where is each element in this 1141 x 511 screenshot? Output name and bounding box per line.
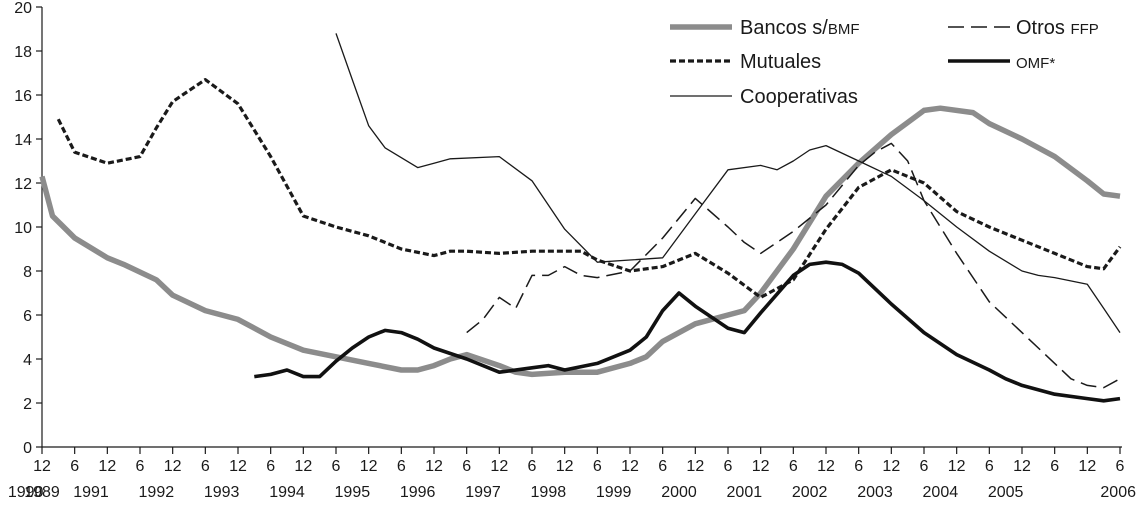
- x-tick-label: 6: [397, 458, 406, 475]
- x-tick-label: 6: [136, 458, 145, 475]
- x-year-label: 1990: [8, 484, 44, 501]
- x-tick-label: 12: [752, 458, 770, 475]
- x-tick-label: 12: [1078, 458, 1096, 475]
- series-line-otros-ffp: [466, 142, 1121, 389]
- legend-label-mutuales-part: Mutuales: [740, 51, 821, 73]
- x-tick-label: 12: [686, 458, 704, 475]
- x-tick-label: 6: [724, 458, 733, 475]
- x-tick-label: 6: [462, 458, 471, 475]
- x-tick-label: 12: [294, 458, 312, 475]
- x-year-label: 2002: [792, 484, 828, 501]
- x-year-label: 1995: [335, 484, 371, 501]
- x-tick-label: 12: [425, 458, 443, 475]
- x-tick-label: 6: [1050, 458, 1059, 475]
- y-tick-label: 6: [23, 308, 32, 325]
- x-tick-label: 6: [1116, 458, 1125, 475]
- legend-label-bancos: Bancos s/BMF: [740, 17, 860, 39]
- legend-label-omf: OMF*: [1016, 55, 1055, 72]
- x-tick-label: 12: [948, 458, 966, 475]
- legend-label-omf-part: OMF*: [1016, 55, 1055, 72]
- x-year-label: 1993: [204, 484, 240, 501]
- x-tick-label: 6: [985, 458, 994, 475]
- y-tick-label: 16: [14, 88, 32, 105]
- x-tick-label: 12: [621, 458, 639, 475]
- series-layer: [39, 33, 1122, 403]
- legend-label-cooperativas: Cooperativas: [740, 86, 858, 108]
- legend-label-otros-part: Otros: [1016, 17, 1070, 39]
- legend-label-bancos-part: Bancos s/: [740, 17, 828, 39]
- y-tick-label: 12: [14, 176, 32, 193]
- x-year-label: 2003: [857, 484, 893, 501]
- x-tick-label: 12: [490, 458, 508, 475]
- x-tick-label: 12: [1013, 458, 1031, 475]
- series-line-omf: [254, 260, 1121, 403]
- y-tick-label: 4: [23, 352, 32, 369]
- x-tick-label: 6: [528, 458, 537, 475]
- x-tick-label: 12: [360, 458, 378, 475]
- series-line-bancos-s-bmf: [39, 105, 1121, 378]
- series-line-cooperativas: [335, 33, 1121, 333]
- legend-label-otros: Otros FFP: [1016, 17, 1099, 39]
- x-year-label: 1999: [596, 484, 632, 501]
- x-tick-label: 12: [164, 458, 182, 475]
- x-tick-label: 12: [882, 458, 900, 475]
- legend-label-cooperativas-part: Cooperativas: [740, 86, 858, 108]
- x-tick-label: 6: [920, 458, 929, 475]
- x-tick-label: 6: [593, 458, 602, 475]
- x-year-label: 1998: [531, 484, 567, 501]
- y-tick-label: 0: [23, 440, 32, 457]
- x-year-label: 2006: [1100, 484, 1136, 501]
- legend-label-mutuales: Mutuales: [740, 51, 821, 73]
- x-tick-label: 12: [33, 458, 51, 475]
- x-tick-label: 12: [556, 458, 574, 475]
- legend: Bancos s/BMF Otros FFP Mutuales OMF* Coopera…: [670, 17, 1099, 108]
- y-tick-label: 2: [23, 396, 32, 413]
- y-tick-label: 14: [14, 132, 32, 149]
- x-tick-label: 12: [229, 458, 247, 475]
- x-year-label: 1991: [73, 484, 109, 501]
- x-tick-label: 6: [266, 458, 275, 475]
- x-year-label: 1989: [24, 484, 60, 501]
- x-year-label: 2005: [988, 484, 1024, 501]
- x-tick-label: 12: [98, 458, 116, 475]
- x-tick-label: 6: [201, 458, 210, 475]
- y-tick-label: 10: [14, 220, 32, 237]
- x-tick-label: 6: [332, 458, 341, 475]
- y-tick-label: 8: [23, 264, 32, 281]
- x-tick-label: 6: [658, 458, 667, 475]
- x-tick-label: 6: [70, 458, 79, 475]
- x-year-label: 2000: [661, 484, 697, 501]
- x-year-label: 1994: [269, 484, 305, 501]
- x-year-label: 1997: [465, 484, 501, 501]
- legend-label-otros-part: FFP: [1070, 21, 1098, 38]
- axes: 0 2 4 6 8 10 12 14 16 18 20 12 6 12 6 12 6 12 6 12 6 12 6 12 6 12…: [8, 0, 1136, 501]
- legend-label-bancos-part: BMF: [828, 21, 860, 38]
- x-year-label: 1992: [139, 484, 175, 501]
- x-tick-label: 6: [789, 458, 798, 475]
- y-tick-label: 20: [14, 0, 32, 17]
- x-year-label: 2001: [727, 484, 763, 501]
- x-tick-label: 12: [817, 458, 835, 475]
- y-tick-label: 18: [14, 44, 32, 61]
- x-year-label: 2004: [923, 484, 959, 501]
- x-tick-label: 6: [854, 458, 863, 475]
- x-year-label: 1996: [400, 484, 436, 501]
